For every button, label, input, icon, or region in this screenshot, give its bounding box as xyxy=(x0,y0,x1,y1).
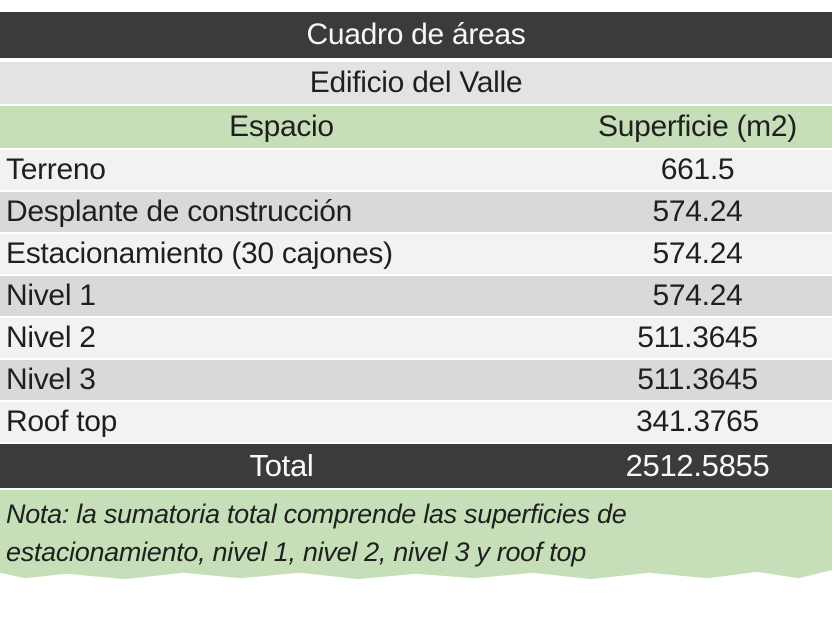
row-label: Estacionamiento (30 cajones) xyxy=(6,237,393,270)
column-header-espacio: Espacio xyxy=(229,110,334,143)
table-subtitle: Edificio del Valle xyxy=(0,62,832,106)
row-label: Nivel 3 xyxy=(6,363,96,396)
note-line: estacionamiento, nivel 1, nivel 2, nivel… xyxy=(6,537,586,567)
areas-table: Cuadro de áreas Edificio del Valle Espac… xyxy=(0,12,832,580)
row-value: 341.3765 xyxy=(636,405,759,438)
row-value: 661.5 xyxy=(660,153,735,186)
row-value: 511.3645 xyxy=(637,321,758,354)
total-value: 2512.5855 xyxy=(625,448,770,483)
total-label: Total xyxy=(249,448,314,483)
table-row: Estacionamiento (30 cajones) 574.24 xyxy=(0,234,832,276)
row-label: Desplante de construcción xyxy=(6,195,353,228)
row-value: 574.24 xyxy=(652,279,743,312)
table-note: Nota: la sumatoria total comprende las s… xyxy=(0,490,832,580)
table-row: Desplante de construcción 574.24 xyxy=(0,192,832,234)
total-row: Total 2512.5855 xyxy=(0,444,832,490)
table-title: Cuadro de áreas xyxy=(0,12,832,58)
row-value: 574.24 xyxy=(652,237,743,270)
table-row: Nivel 3 511.3645 xyxy=(0,360,832,402)
table-row: Roof top 341.3765 xyxy=(0,402,832,444)
row-value: 511.3645 xyxy=(637,363,758,396)
column-header-row: Espacio Superficie (m2) xyxy=(0,106,832,150)
row-label: Nivel 2 xyxy=(6,321,96,354)
column-header-superficie: Superficie (m2) xyxy=(598,110,797,143)
note-line: Nota: la sumatoria total comprende las s… xyxy=(6,499,627,529)
row-label: Roof top xyxy=(6,405,118,438)
row-label: Terreno xyxy=(6,153,106,186)
table-row: Nivel 2 511.3645 xyxy=(0,318,832,360)
row-value: 574.24 xyxy=(652,195,743,228)
table-row: Nivel 1 574.24 xyxy=(0,276,832,318)
table-row: Terreno 661.5 xyxy=(0,150,832,192)
row-label: Nivel 1 xyxy=(6,279,96,312)
